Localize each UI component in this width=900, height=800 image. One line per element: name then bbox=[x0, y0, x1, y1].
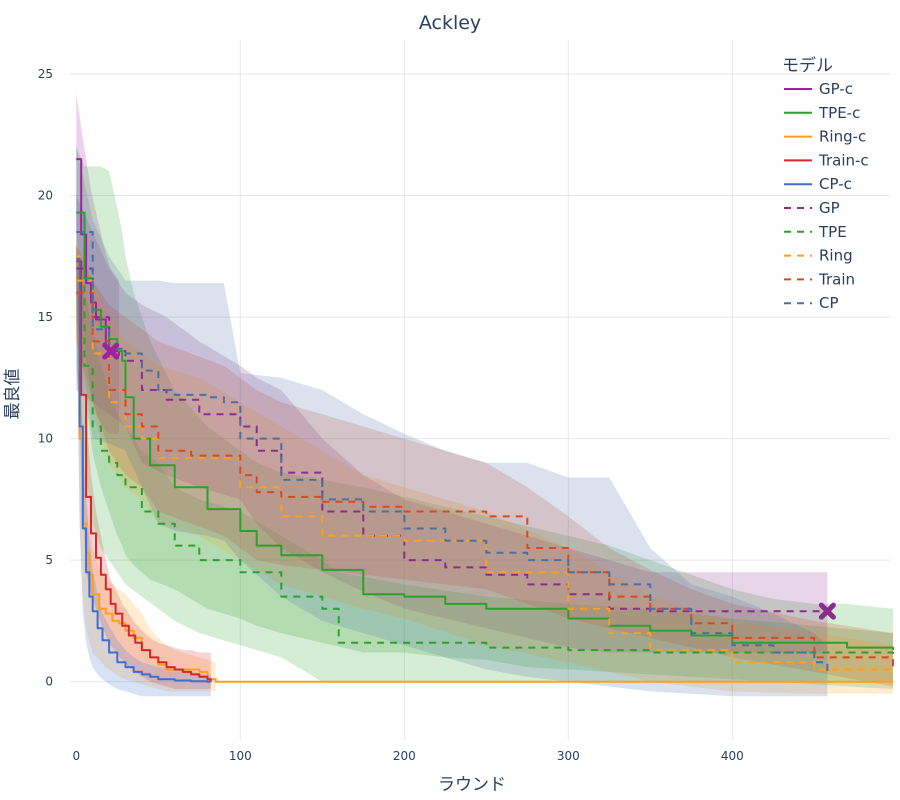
marker-gp-c bbox=[102, 342, 120, 360]
y-tick-label: 10 bbox=[38, 432, 53, 446]
series-markers bbox=[102, 342, 836, 620]
line-train-c bbox=[76, 260, 212, 682]
band-cp bbox=[76, 146, 828, 697]
band-ring bbox=[76, 244, 894, 694]
line-cp bbox=[76, 231, 829, 677]
band-cp-c bbox=[76, 244, 211, 697]
legend-label-gp: GP bbox=[819, 199, 840, 217]
legend-label-train: Train bbox=[818, 270, 855, 288]
x-tick-label: 200 bbox=[393, 749, 416, 763]
line-tpe bbox=[76, 279, 894, 658]
legend-label-gp-c: GP-c bbox=[819, 80, 853, 98]
band-train bbox=[76, 244, 894, 687]
grid bbox=[70, 40, 890, 740]
y-tick-label: 25 bbox=[38, 67, 53, 81]
line-cp-c bbox=[76, 257, 211, 683]
band-train-c bbox=[76, 244, 211, 689]
x-tick-label: 400 bbox=[721, 749, 744, 763]
line-gp bbox=[76, 267, 828, 613]
legend-label-train-c: Train-c bbox=[818, 151, 869, 169]
legend-label-cp-c: CP-c bbox=[819, 175, 852, 193]
series-lines bbox=[76, 158, 894, 683]
x-axis-title: ラウンド bbox=[438, 775, 506, 795]
legend-label-tpe-c: TPE-c bbox=[818, 104, 860, 122]
y-axis-title: 最良値 bbox=[3, 369, 23, 420]
marker-gp bbox=[818, 602, 836, 620]
legend-label-cp: CP bbox=[819, 294, 839, 312]
y-tick-label: 0 bbox=[45, 675, 53, 689]
legend-label-tpe: TPE bbox=[818, 223, 847, 241]
line-ring bbox=[76, 279, 894, 672]
y-tick-label: 5 bbox=[45, 553, 53, 567]
line-train bbox=[76, 291, 894, 670]
legend-label-ring-c: Ring-c bbox=[819, 128, 866, 146]
legend: モデル GP-c TPE-c Ring-c Train-c CP-c GP TPE Ring T… bbox=[782, 55, 869, 312]
line-tpe-c bbox=[76, 211, 894, 651]
y-tick-label: 20 bbox=[38, 189, 53, 203]
band-gp bbox=[76, 195, 828, 653]
x-tick-label: 0 bbox=[72, 749, 80, 763]
chart-title: Ackley bbox=[419, 12, 481, 34]
x-tick-label: 300 bbox=[557, 749, 580, 763]
x-tick-label: 100 bbox=[229, 749, 252, 763]
y-tick-label: 15 bbox=[38, 310, 53, 324]
tick-labels: 0 100 200 300 400 0 5 10 15 20 25 bbox=[38, 67, 744, 763]
legend-label-ring: Ring bbox=[819, 247, 853, 265]
legend-title: モデル bbox=[782, 55, 833, 76]
